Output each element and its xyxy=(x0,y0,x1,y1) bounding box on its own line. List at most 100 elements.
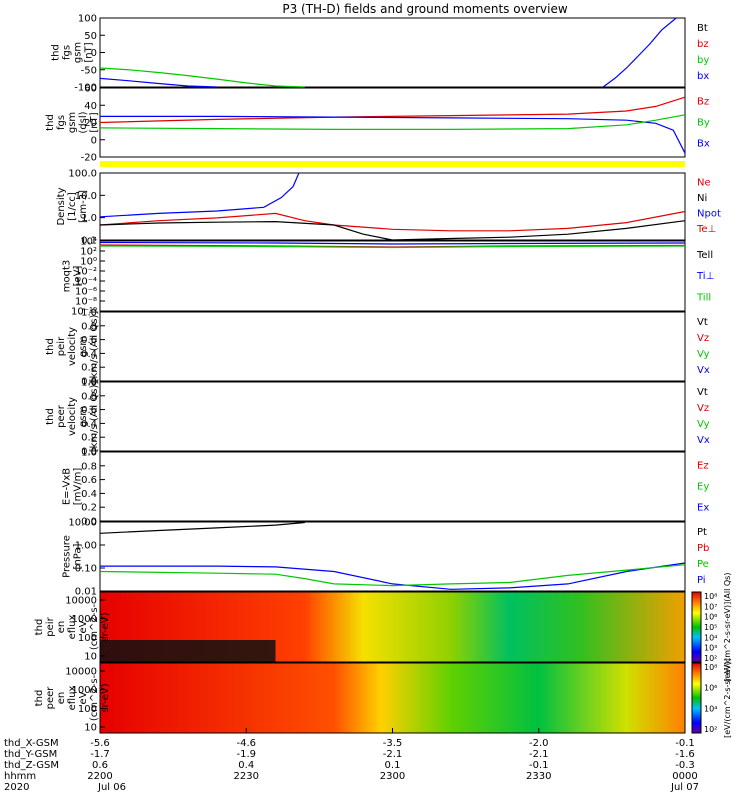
panel-moqt3-series-2 xyxy=(99,245,686,249)
panel-density-y-tick-label: 1.0 xyxy=(81,213,97,224)
panel-fgs-dsl-y-tick-label: 20 xyxy=(84,118,97,129)
panel-efield-legend-Ex: Ex xyxy=(697,503,709,514)
spectrogram-peer-en-colorbar-tick: 10⁸ xyxy=(704,663,717,672)
ephemeris-value: -1.6 xyxy=(675,749,695,760)
panel-density-legend-Npot: Npot xyxy=(697,209,721,220)
panel-moqt3-ylabel-line: moqt3 xyxy=(62,260,73,293)
panel-moqt3-y-tick-label: 10² xyxy=(80,247,97,258)
panel-efield-ylabel-line: E=-VxB xyxy=(62,468,73,505)
panel-fgs-dsl-y-tick-label: 0 xyxy=(91,135,97,146)
panel-peer-y-tick-label: 0.4 xyxy=(81,419,97,430)
spectrogram-peer-en-colorbar-tick: 10⁶ xyxy=(704,684,717,693)
ephemeris-value: -1.7 xyxy=(90,749,110,760)
panel-density-ylabel-line: Density xyxy=(56,187,67,225)
panel-peer-ylabel-line: [km/s (All Qs)] xyxy=(89,381,100,453)
panel-density-y-tick-label: 10.0 xyxy=(75,191,97,202)
ephemeris-value: -2.1 xyxy=(529,749,549,760)
spectrogram-peer-en-colorbar-tick: 10⁴ xyxy=(704,704,717,713)
panel-moqt3-legend-Till: Till xyxy=(696,292,711,303)
spectrogram-peir-en-y-tick-label: 1000 xyxy=(72,614,97,625)
panel-fgs-dsl-y-tick-label: 60 xyxy=(84,84,97,95)
spectrogram-peer-en-image xyxy=(100,663,685,733)
ephemeris-label-hhmm: hhmm xyxy=(4,771,36,782)
panel-moqt3-legend-Ti⊥: Ti⊥ xyxy=(696,271,714,282)
panel-moqt3-frame xyxy=(99,240,686,312)
panel-moqt3-y-tick-label: 10⁻¹⁰ xyxy=(71,307,97,318)
panel-fgs-gsm-legend-by: by xyxy=(697,55,709,66)
ephemeris-value: 0.4 xyxy=(238,760,254,771)
panel-peer-y-tick-label: 0.0 xyxy=(81,447,97,458)
panel-peer-ylabel-line: peer xyxy=(56,404,67,428)
panel-fgs-dsl-ylabel-line: thd xyxy=(45,114,56,131)
spectrogram-peir-en-colorbar-tick: 10² xyxy=(704,654,717,663)
ephemeris-value: 2330 xyxy=(526,771,551,782)
panel-peir-ylabel-line: peir xyxy=(56,336,67,356)
ephemeris-value: -0.1 xyxy=(675,738,695,749)
spectrogram-peir-en-ylabel-line: peir xyxy=(45,616,56,636)
panel-fgs-gsm-y-tick-label: 0 xyxy=(91,48,97,59)
panel-density-series-2 xyxy=(99,220,686,241)
ephemeris-value: -3.5 xyxy=(383,738,403,749)
panel-fgs-dsl-frame xyxy=(99,87,686,158)
panel-fgs-dsl-ylabel-line: fgs xyxy=(56,115,67,130)
spectrogram-peir-en-ylabel-line: eflux xyxy=(67,615,78,640)
chart-title: P3 (TH-D) fields and ground moments over… xyxy=(282,2,567,16)
spectrogram-peer-en-y-tick-label: 10 xyxy=(84,723,97,734)
panel-density-legend-Ni: Ni xyxy=(697,193,707,204)
ephemeris-value: 0000 xyxy=(672,771,697,782)
spectrogram-peir-en-ylabel-line: (cm^2-s- xyxy=(89,603,100,650)
date-start: Jul 06 xyxy=(97,782,126,793)
panel-density-y-tick-label: 0.1 xyxy=(81,236,97,247)
spectrogram-peir-en-frame xyxy=(99,591,686,663)
panel-fgs-dsl-quality-band xyxy=(100,161,685,167)
panel-fgs-dsl-series-2 xyxy=(99,114,686,130)
panel-density-legend-Ne: Ne xyxy=(697,177,711,188)
panel-density-frame xyxy=(99,172,686,241)
panel-efield-legend-Ez: Ez xyxy=(697,461,709,472)
panel-peir-ylabel-line: velocity xyxy=(67,327,78,366)
panel-fgs-gsm-frame xyxy=(99,17,686,88)
panel-density-ylabel-line: [cm-3] xyxy=(78,190,89,223)
panel-fgs-gsm-series-0 xyxy=(99,67,305,88)
spectrogram-peir-en-colorbar-label: [eV/(cm^2-s-sr-eV)](All Qs) xyxy=(723,573,732,682)
panel-peer-ylabel-line: thd xyxy=(45,408,56,425)
ephemeris-value: 2300 xyxy=(380,771,405,782)
spectrogram-peer-en-colorbar-label: [eV/(cm^2-s-sr-eV)] xyxy=(723,658,732,738)
panel-moqt3-series-0 xyxy=(99,241,686,245)
spectrogram-peer-en-colorbar-tick: 10² xyxy=(704,725,717,734)
panel-peir-y-tick-label: 0.0 xyxy=(81,377,97,388)
panel-pressure-legend-Pt: Pt xyxy=(697,527,707,538)
ephemeris-value: 2230 xyxy=(234,771,259,782)
spectrogram-peir-en-ylabel-line: en xyxy=(56,621,67,634)
panel-fgs-dsl-ylabel-line: (dsl) xyxy=(78,111,89,133)
ephemeris-value: 2200 xyxy=(87,771,112,782)
panel-peer-y-tick-label: 0.6 xyxy=(81,405,97,416)
spectrogram-peer-en-y-tick-label: 10000 xyxy=(65,667,97,678)
panel-fgs-gsm-y-tick-label: 100 xyxy=(78,14,97,25)
spectrogram-peir-en-low-energy-dropout xyxy=(100,640,276,662)
panel-peir-frame xyxy=(99,311,686,382)
panel-peer-y-tick-label: 1.0 xyxy=(81,378,97,389)
spectrogram-peer-en-ylabel-line: (cm^2-s- xyxy=(89,674,100,721)
ephemeris-value: 0.1 xyxy=(385,760,401,771)
spectrogram-peir-en-colorbar-tick: 10⁵ xyxy=(704,623,717,632)
ephemeris-label-thd_Y-GSM: thd_Y-GSM xyxy=(4,749,57,760)
panel-peer-y-tick-label: 0.2 xyxy=(81,433,97,444)
panel-pressure-y-tick-label: 0.10 xyxy=(75,564,97,575)
panel-fgs-gsm-legend-bz: bz xyxy=(697,39,709,50)
spectrogram-peir-en-colorbar xyxy=(691,591,702,663)
panel-peer-frame xyxy=(99,381,686,452)
panel-peer-legend-Vt: Vt xyxy=(697,387,708,398)
panel-peir-y-tick-label: 0.8 xyxy=(81,321,97,332)
panel-fgs-gsm-series-2 xyxy=(602,17,677,88)
spectrogram-peir-en-y-tick-label: 10000 xyxy=(65,596,97,607)
panel-peer-ylabel-line: gsm xyxy=(78,406,89,427)
ephemeris-value: -4.6 xyxy=(236,738,256,749)
spectrogram-peer-en-ylabel-line: eV xyxy=(78,691,89,704)
panel-efield-y-tick-label: 0.6 xyxy=(81,475,97,486)
panel-density-legend-Te⊥: Te⊥ xyxy=(696,224,716,235)
panel-pressure-series-0 xyxy=(99,521,305,534)
panel-moqt3-y-tick-label: 10⁻⁸ xyxy=(75,297,97,308)
panel-density-y-tick-label: 100.0 xyxy=(68,169,97,180)
panel-efield-y-tick-label: 0.4 xyxy=(81,489,97,500)
